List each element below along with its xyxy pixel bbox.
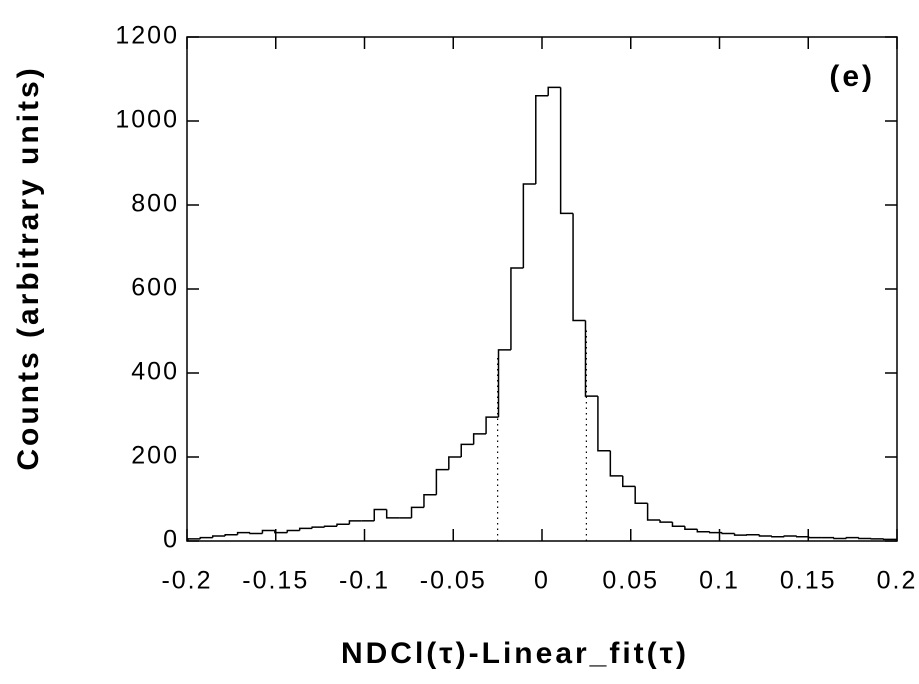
histogram-bin bbox=[710, 532, 722, 533]
histogram-bin bbox=[312, 527, 324, 528]
histogram-bin bbox=[772, 536, 784, 537]
histogram-bin bbox=[200, 538, 212, 539]
histogram-bin bbox=[697, 529, 709, 532]
histogram-bin bbox=[685, 526, 697, 529]
histogram-bin bbox=[511, 268, 523, 350]
histogram-bin bbox=[859, 538, 871, 539]
histogram-bin bbox=[287, 531, 299, 533]
annotation: (e) bbox=[829, 60, 875, 93]
histogram-bin bbox=[262, 531, 274, 534]
histogram-bin bbox=[337, 524, 349, 526]
histogram-bin bbox=[623, 476, 635, 487]
x-axis-title: NDCl(τ)-Linear_fit(τ) bbox=[341, 637, 689, 670]
histogram-bin bbox=[735, 533, 747, 535]
histogram-bin bbox=[834, 538, 846, 539]
histogram-bin bbox=[300, 528, 312, 530]
histogram-bin bbox=[412, 507, 424, 518]
histogram-bin bbox=[387, 510, 399, 518]
x-tick-label: -0.15 bbox=[242, 567, 309, 595]
histogram-bin bbox=[499, 350, 511, 417]
histogram-bin bbox=[797, 536, 809, 537]
histogram-bin bbox=[474, 434, 486, 445]
histogram-bin bbox=[660, 520, 672, 522]
histogram-bin bbox=[275, 531, 287, 533]
x-tick-label: 0.15 bbox=[780, 567, 837, 595]
x-tick-label: -0.05 bbox=[420, 567, 487, 595]
y-tick-label: 0 bbox=[163, 526, 179, 554]
histogram-bin bbox=[523, 184, 535, 268]
y-tick-label: 800 bbox=[131, 190, 179, 218]
histogram-bin bbox=[759, 535, 771, 536]
histogram-bin bbox=[461, 444, 473, 457]
histogram-bin bbox=[486, 417, 498, 434]
histogram-bin bbox=[648, 503, 660, 520]
histogram-bin bbox=[561, 87, 573, 213]
y-tick-label: 600 bbox=[131, 274, 179, 302]
histogram-bin bbox=[672, 522, 684, 526]
histogram-bin bbox=[809, 537, 821, 538]
histogram-bin bbox=[722, 533, 734, 534]
histogram-bin bbox=[225, 535, 237, 536]
plot-frame bbox=[187, 37, 897, 541]
y-tick-label: 1200 bbox=[115, 22, 179, 50]
histogram-bin bbox=[250, 533, 262, 534]
histogram-bin bbox=[548, 87, 560, 95]
histogram-bin bbox=[598, 396, 610, 451]
histogram-bin bbox=[536, 96, 548, 184]
histogram-bin bbox=[784, 536, 796, 537]
histogram-bin bbox=[449, 457, 461, 470]
histogram-bin bbox=[846, 538, 858, 539]
y-tick-label: 1000 bbox=[115, 106, 179, 134]
histogram-bin bbox=[424, 495, 436, 508]
histogram-bin bbox=[374, 510, 386, 521]
y-tick-label: 200 bbox=[131, 442, 179, 470]
histogram-bin bbox=[325, 526, 337, 527]
histogram-bin bbox=[349, 521, 361, 524]
x-tick-label: -0.2 bbox=[161, 567, 212, 595]
y-axis-title: Counts (arbitrary units) bbox=[12, 65, 45, 470]
histogram-bin bbox=[635, 486, 647, 503]
x-tick-label: 0.05 bbox=[602, 567, 659, 595]
histogram-bin bbox=[573, 213, 585, 320]
histogram-bin bbox=[238, 533, 250, 535]
histogram-bin bbox=[213, 536, 225, 538]
histogram-bin bbox=[436, 470, 448, 495]
y-tick-label: 400 bbox=[131, 358, 179, 386]
x-tick-label: 0 bbox=[534, 567, 550, 595]
x-tick-label: -0.1 bbox=[339, 567, 390, 595]
histogram-bin bbox=[610, 451, 622, 476]
x-tick-label: 0.1 bbox=[699, 567, 740, 595]
x-tick-label: 0.2 bbox=[877, 567, 918, 595]
histogram-bin bbox=[585, 321, 597, 397]
